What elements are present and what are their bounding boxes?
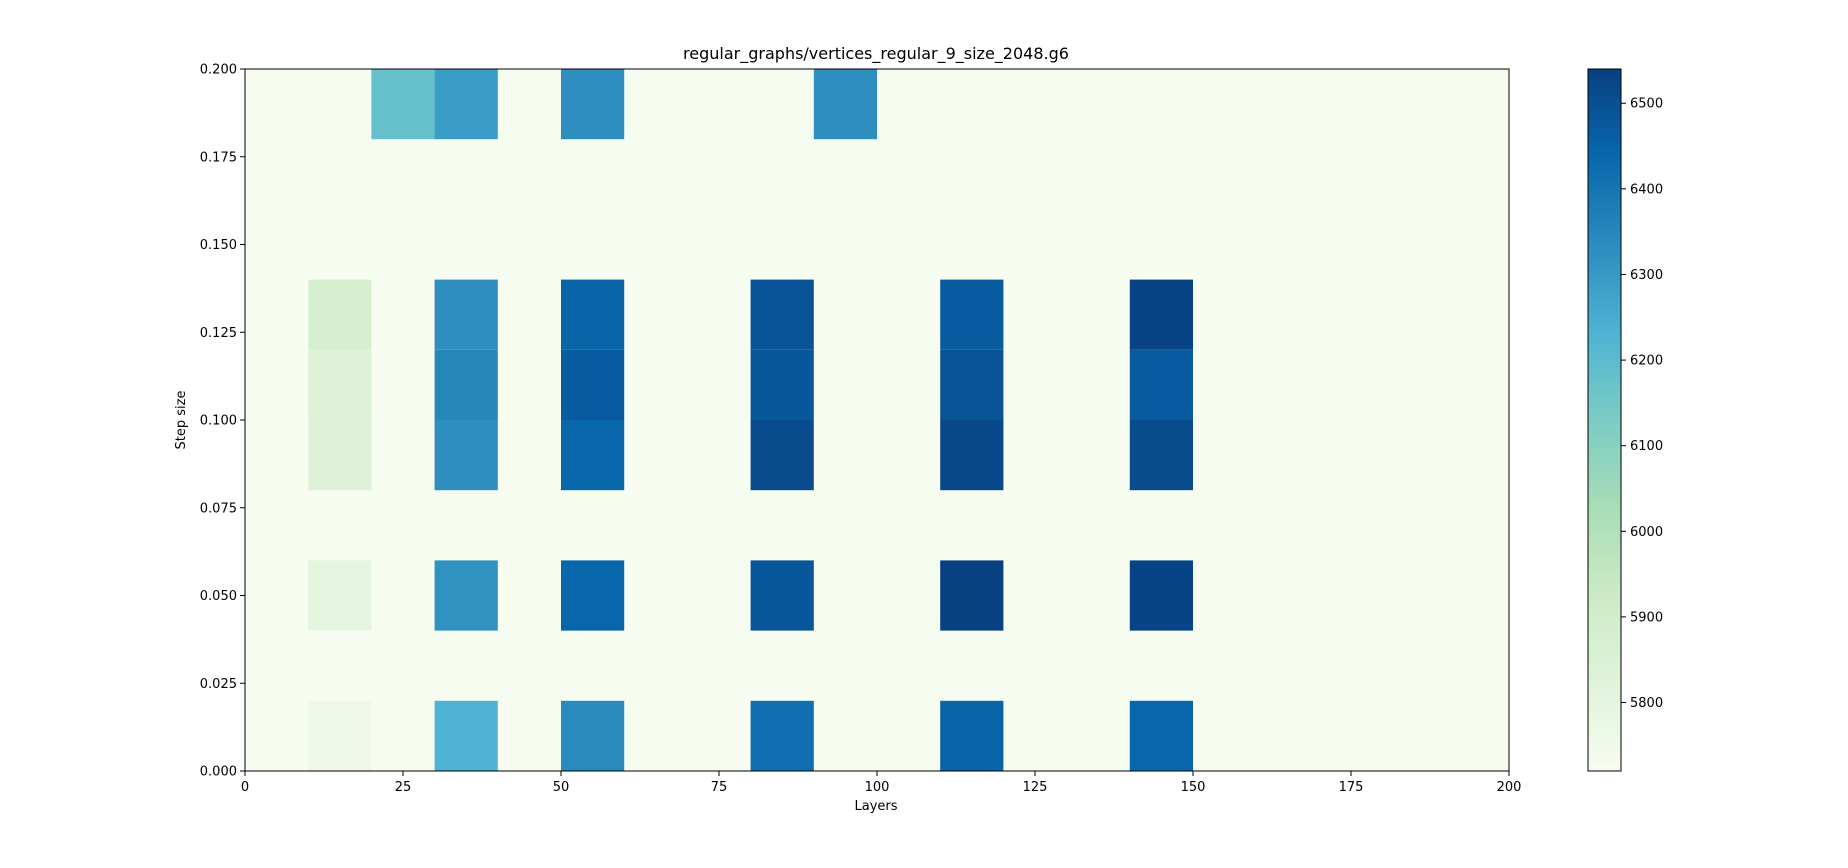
colorbar-tick-label: 6000 — [1630, 525, 1663, 540]
x-tick-label: 0 — [241, 780, 249, 795]
colorbar-tick-label: 6200 — [1630, 354, 1663, 369]
colorbar-tick-label: 6500 — [1630, 97, 1663, 112]
colorbar-tick-label: 6300 — [1630, 268, 1663, 283]
heatmap-cell — [750, 700, 814, 771]
colorbar-tick-label: 6400 — [1630, 182, 1663, 197]
heatmap-cell — [940, 349, 1004, 420]
heatmap-cell — [750, 420, 814, 491]
heatmap-cell — [561, 700, 625, 771]
x-tick-label: 75 — [711, 780, 728, 795]
heatmap-cell — [434, 700, 498, 771]
heatmap-cell — [750, 560, 814, 631]
heatmap-cell — [308, 560, 372, 631]
heatmap-cell — [1129, 349, 1193, 420]
heatmap-cell — [308, 700, 372, 771]
heatmap-cell — [434, 349, 498, 420]
x-tick-label: 200 — [1497, 780, 1522, 795]
plot-area — [244, 68, 1510, 772]
heatmap-cell — [561, 560, 625, 631]
y-tick-label: 0.175 — [200, 150, 237, 165]
y-axis: 0.000 0.025 0.050 0.075 0.100 0.125 0.150 0.175… — [200, 63, 245, 780]
heatmap-cell — [561, 69, 625, 140]
y-tick-label: 0.100 — [200, 414, 237, 429]
heatmap-cell — [1129, 420, 1193, 491]
x-tick-label: 50 — [553, 780, 570, 795]
heatmap-cell — [1129, 560, 1193, 631]
heatmap-cell — [561, 279, 625, 350]
heatmap-cell — [434, 420, 498, 491]
colorbar-tick-label: 6100 — [1630, 439, 1663, 454]
heatmap-cell — [434, 279, 498, 350]
heatmap-cell — [750, 279, 814, 350]
heatmap-cell — [308, 420, 372, 491]
heatmap-cell — [940, 420, 1004, 491]
chart-title: regular_graphs/vertices_regular_9_size_2… — [683, 44, 1069, 64]
heatmap-cell — [308, 279, 372, 350]
x-tick-label: 100 — [865, 780, 890, 795]
x-tick-label: 175 — [1339, 780, 1364, 795]
y-tick-label: 0.075 — [200, 501, 237, 516]
y-tick-label: 0.150 — [200, 238, 237, 253]
y-axis-label: Step size — [174, 391, 189, 450]
x-tick-label: 25 — [395, 780, 412, 795]
y-tick-label: 0.025 — [200, 677, 237, 692]
heatmap-cell — [813, 69, 877, 140]
heatmap-cell — [940, 279, 1004, 350]
heatmap-cell — [371, 69, 435, 140]
x-tick-label: 125 — [1023, 780, 1048, 795]
colorbar: 5800 5900 6000 6100 6200 6300 6400 6500 — [1587, 68, 1663, 772]
colorbar-tick-label: 5800 — [1630, 696, 1663, 711]
heatmap-cell — [940, 560, 1004, 631]
heatmap-cell — [561, 349, 625, 420]
heatmap-cell — [434, 69, 498, 140]
heatmap-cell — [750, 349, 814, 420]
y-tick-label: 0.000 — [200, 765, 237, 780]
colorbar-scale — [1587, 68, 1622, 772]
y-tick-label: 0.125 — [200, 326, 237, 341]
x-axis: 0 25 50 75 100 125 150 175 200 — [241, 771, 1522, 795]
y-tick-label: 0.200 — [200, 63, 237, 78]
x-axis-label: Layers — [854, 799, 897, 814]
heatmap-cell — [940, 700, 1004, 771]
heatmap-cell — [434, 560, 498, 631]
y-tick-label: 0.050 — [200, 589, 237, 604]
heatmap-cell — [1129, 279, 1193, 350]
heatmap-cell — [561, 420, 625, 491]
heatmap-cell — [1129, 700, 1193, 771]
colorbar-tick-label: 5900 — [1630, 610, 1663, 625]
heatmap-cell — [308, 349, 372, 420]
x-tick-label: 150 — [1181, 780, 1206, 795]
